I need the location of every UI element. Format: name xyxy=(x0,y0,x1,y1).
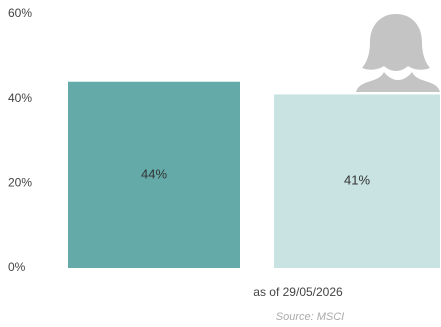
source: Source: MSCI xyxy=(276,311,344,323)
date-note: as of 29/05/2026 xyxy=(253,285,343,299)
bar xyxy=(68,81,240,268)
value-label: 44% xyxy=(141,166,167,181)
y-tick-label: 20% xyxy=(8,176,32,190)
y-tick-label: 0% xyxy=(8,260,26,274)
y-tick-label: 60% xyxy=(8,6,32,20)
woman-icon xyxy=(356,14,440,92)
y-tick-label: 40% xyxy=(8,91,32,105)
value-label: 41% xyxy=(344,173,370,188)
bar xyxy=(274,94,440,268)
